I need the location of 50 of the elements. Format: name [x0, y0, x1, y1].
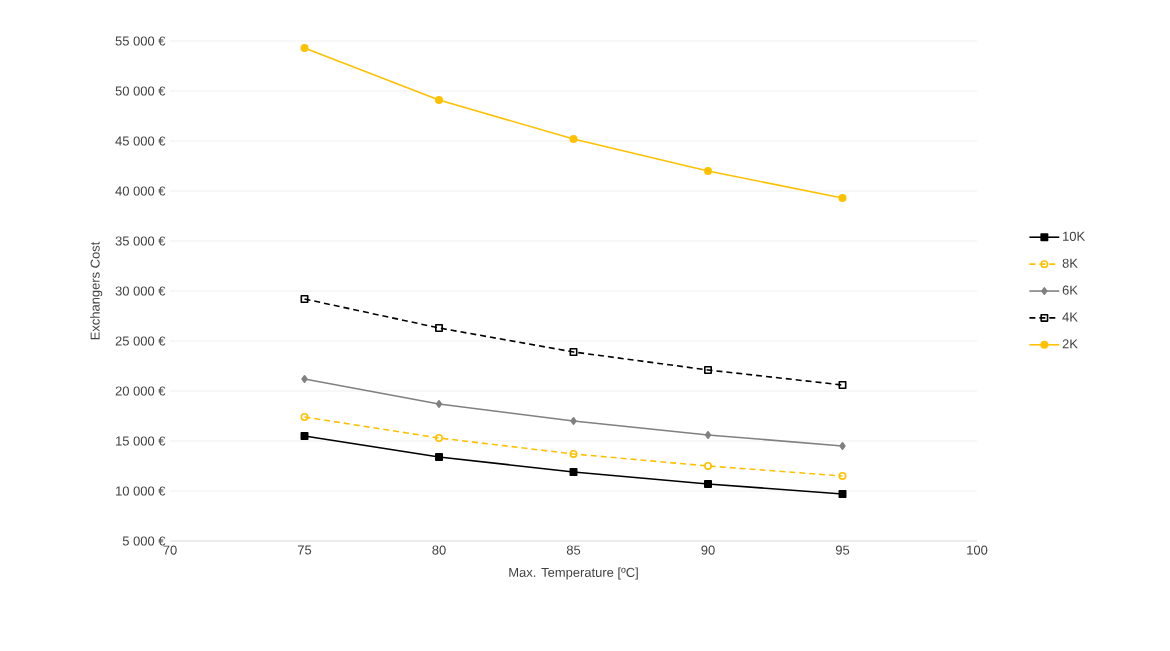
- x-tick-label: 95: [835, 545, 850, 555]
- legend-label: 8K: [1062, 258, 1078, 268]
- y-tick-label: 30 000 €: [115, 286, 166, 296]
- y-axis-title: Exchangers Cost: [90, 241, 103, 340]
- y-tick-label: 50 000 €: [115, 86, 166, 96]
- point: [435, 324, 443, 332]
- point: [435, 400, 443, 408]
- legend-label: 4K: [1062, 312, 1078, 322]
- point: [300, 432, 309, 440]
- point: [838, 490, 847, 498]
- x-axis-title: Max. Temperature [ºC]: [509, 567, 638, 580]
- y-tick-label: 55 000 €: [115, 36, 166, 46]
- point: [839, 442, 846, 450]
- y-tick-label: 10 000 €: [116, 486, 166, 496]
- x-tick-label: 75: [297, 545, 312, 555]
- point: [569, 468, 578, 476]
- point: [704, 480, 712, 488]
- y-tick-label: 15 000 €: [116, 436, 166, 446]
- x-tick-label: 80: [432, 545, 446, 555]
- point: [704, 366, 712, 374]
- point: [435, 96, 443, 104]
- point: [704, 167, 712, 175]
- legend-label: 6K: [1062, 285, 1078, 295]
- x-tick-label: 85: [566, 545, 581, 555]
- y-tick-label: 45 000 €: [115, 136, 166, 146]
- point: [570, 417, 577, 425]
- point: [300, 295, 309, 303]
- y-tick-label: 35 000 €: [115, 236, 166, 246]
- point: [569, 135, 578, 143]
- y-tick-label: 25 000 €: [115, 336, 166, 346]
- y-tick-label: 40 000 €: [115, 186, 166, 196]
- x-tick-label: 100: [967, 545, 988, 555]
- legend-label: 10K: [1063, 231, 1085, 241]
- point: [838, 381, 847, 389]
- point: [838, 194, 847, 202]
- legend-label: 2K: [1062, 339, 1078, 349]
- y-tick-label: 5 000 €: [122, 536, 166, 546]
- point: [569, 450, 578, 458]
- point: [704, 431, 712, 439]
- x-tick-label: 90: [701, 545, 715, 555]
- point: [838, 472, 847, 480]
- point: [704, 462, 712, 470]
- y-tick-label: 20 000 €: [115, 386, 166, 396]
- point: [301, 375, 308, 383]
- point: [300, 413, 309, 421]
- point: [300, 44, 309, 52]
- point: [435, 453, 443, 461]
- point: [435, 434, 443, 442]
- point: [569, 348, 578, 356]
- x-tick-label: 70: [163, 545, 177, 555]
